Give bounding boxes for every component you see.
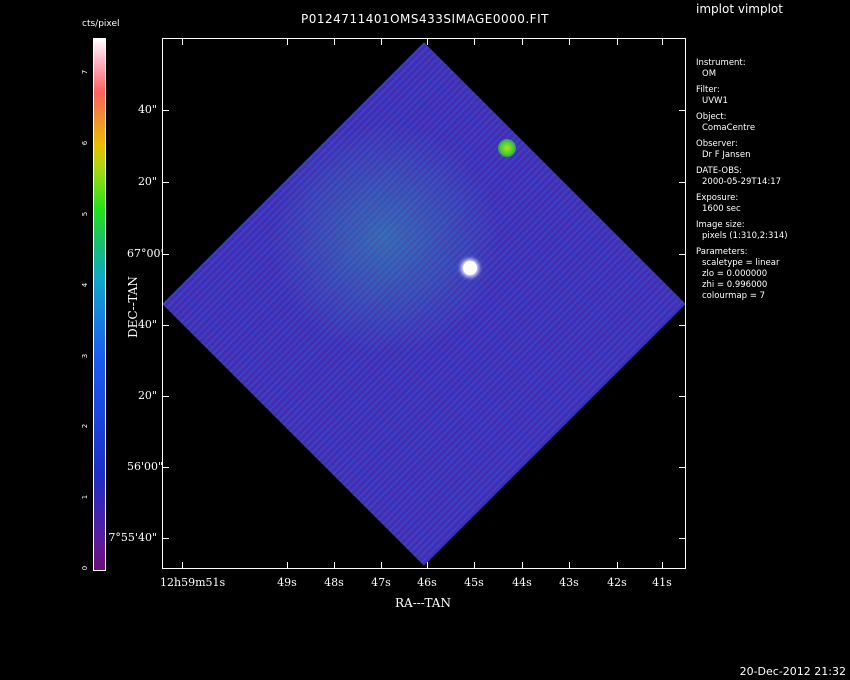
program-name: implot vimplot: [696, 2, 783, 16]
x-tick-mark: [662, 562, 663, 568]
info-key: Parameters:: [696, 247, 748, 257]
x-tick-mark: [287, 39, 288, 45]
x-tick-label: 48s: [324, 576, 344, 589]
sky-image: [163, 39, 685, 568]
y-tick-label: 40": [137, 103, 157, 116]
info-key: Exposure:: [696, 193, 739, 203]
x-tick-label: 44s: [512, 576, 532, 589]
colorbar-tick-label: 3: [81, 353, 89, 358]
y-tick-mark: [163, 325, 169, 326]
x-tick-mark: [334, 562, 335, 568]
y-tick-mark: [163, 467, 169, 468]
y-tick-label: 20": [137, 389, 157, 402]
bright-source: [463, 261, 477, 275]
x-tick-label: 49s: [277, 576, 297, 589]
info-value: zhi = 0.996000: [702, 280, 768, 290]
y-tick-mark: [679, 396, 685, 397]
info-block: Image size: pixels (1:310,2:314): [696, 220, 788, 242]
plot-timestamp: 20-Dec-2012 21:32: [739, 665, 846, 678]
y-tick-label: 20": [137, 175, 157, 188]
x-tick-mark: [569, 562, 570, 568]
colorbar-tick-label: 7: [81, 70, 89, 75]
x-tick-label: 42s: [607, 576, 627, 589]
info-block: Parameters: scaletype = linear zlo = 0.000…: [696, 247, 788, 302]
y-tick-mark: [679, 325, 685, 326]
info-key: Object:: [696, 112, 727, 122]
x-tick-mark: [522, 562, 523, 568]
x-tick-mark: [381, 562, 382, 568]
y-tick-label: 67°00': [127, 247, 164, 260]
x-tick-mark: [617, 39, 618, 45]
y-tick-mark: [163, 396, 169, 397]
info-block: Instrument: OM: [696, 58, 788, 80]
x-tick-mark: [474, 562, 475, 568]
info-value: scaletype = linear: [702, 258, 780, 268]
exposure-region: [163, 42, 685, 566]
colorbar-tick-label: 0: [81, 565, 89, 571]
info-key: Instrument:: [696, 58, 746, 68]
info-key: Filter:: [696, 85, 720, 95]
y-tick-label: 56'00": [127, 460, 164, 473]
x-axis-title: RA---TAN: [395, 596, 451, 610]
y-tick-mark: [163, 110, 169, 111]
info-key: Image size:: [696, 220, 745, 230]
info-value: Dr F Jansen: [702, 150, 751, 160]
colorbar-label: cts/pixel: [82, 19, 120, 29]
x-tick-mark: [617, 562, 618, 568]
y-tick-label: 40": [137, 318, 157, 331]
colorbar-tick-label: 4: [81, 282, 89, 288]
y-tick-mark: [163, 182, 169, 183]
colorbar-tick-label: 1: [81, 494, 89, 500]
secondary-source: [498, 139, 516, 157]
colorbar-tick-label: 6: [81, 140, 89, 146]
colorbar: [93, 38, 106, 571]
x-tick-mark: [334, 39, 335, 45]
y-tick-mark: [679, 538, 685, 539]
info-key: Observer:: [696, 139, 738, 149]
info-value: 2000-05-29T14:17: [702, 177, 782, 187]
info-block: Exposure: 1600 sec: [696, 193, 788, 215]
y-tick-mark: [163, 538, 169, 539]
plot-title: P0124711401OMS433SIMAGE0000.FIT: [301, 12, 549, 26]
info-value: UVW1: [702, 96, 728, 106]
y-tick-mark: [163, 254, 169, 255]
info-block: DATE-OBS: 2000-05-29T14:17: [696, 166, 788, 188]
x-tick-mark: [182, 562, 183, 568]
info-value: OM: [702, 69, 717, 79]
info-key: DATE-OBS:: [696, 166, 743, 176]
x-tick-mark: [182, 39, 183, 45]
x-tick-label: 12h59m51s: [160, 576, 226, 589]
x-tick-label: 45s: [464, 576, 484, 589]
x-tick-mark: [662, 39, 663, 45]
info-block: Filter: UVW1: [696, 85, 788, 107]
x-tick-label: 41s: [652, 576, 672, 589]
x-tick-mark: [522, 39, 523, 45]
y-tick-mark: [679, 254, 685, 255]
y-axis-title: DEC--TAN: [125, 276, 140, 338]
info-value: ComaCentre: [702, 123, 756, 133]
x-tick-label: 46s: [417, 576, 437, 589]
info-value: pixels (1:310,2:314): [702, 231, 788, 241]
y-tick-mark: [679, 467, 685, 468]
info-value: 1600 sec: [702, 204, 741, 214]
info-panel: Instrument: OM Filter: UVW1 Object: ComaCentr…: [696, 58, 788, 307]
x-tick-mark: [381, 39, 382, 45]
info-value: colourmap = 7: [702, 291, 765, 301]
x-tick-mark: [569, 39, 570, 45]
y-tick-mark: [679, 182, 685, 183]
y-tick-mark: [679, 110, 685, 111]
info-value: zlo = 0.000000: [702, 269, 768, 279]
image-frame: [162, 38, 686, 569]
x-tick-mark: [427, 39, 428, 45]
x-tick-mark: [287, 562, 288, 568]
x-tick-label: 47s: [371, 576, 391, 589]
info-block: Object: ComaCentre: [696, 112, 788, 134]
x-tick-mark: [474, 39, 475, 45]
y-tick-label: 7°55'40": [108, 531, 157, 544]
colorbar-tick-label: 2: [81, 424, 89, 429]
info-block: Observer: Dr F Jansen: [696, 139, 788, 161]
colorbar-tick-label: 5: [81, 211, 89, 217]
x-tick-mark: [427, 562, 428, 568]
x-tick-label: 43s: [559, 576, 579, 589]
